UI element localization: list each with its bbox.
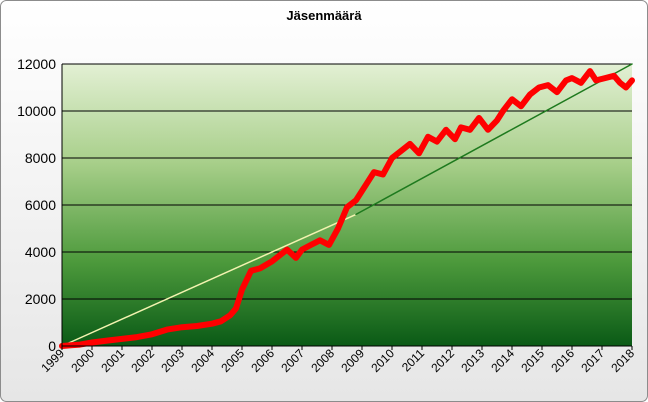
y-tick-label: 4000 [25, 244, 56, 260]
y-tick-label: 8000 [25, 150, 56, 166]
y-axis: 0 2000 4000 6000 8000 10000 12000 [17, 56, 63, 354]
y-tick-label: 10000 [17, 103, 56, 119]
series-layer [59, 63, 635, 349]
y-tick-label: 12000 [17, 56, 56, 72]
trend-line-late [355, 63, 633, 216]
chart-title: Jäsenmäärä [286, 8, 362, 23]
y-tick-label: 6000 [25, 197, 56, 213]
y-tick-label: 0 [48, 338, 56, 354]
member-count-line [59, 68, 635, 349]
trend-line-early [61, 213, 357, 347]
y-tick-label: 2000 [25, 291, 56, 307]
